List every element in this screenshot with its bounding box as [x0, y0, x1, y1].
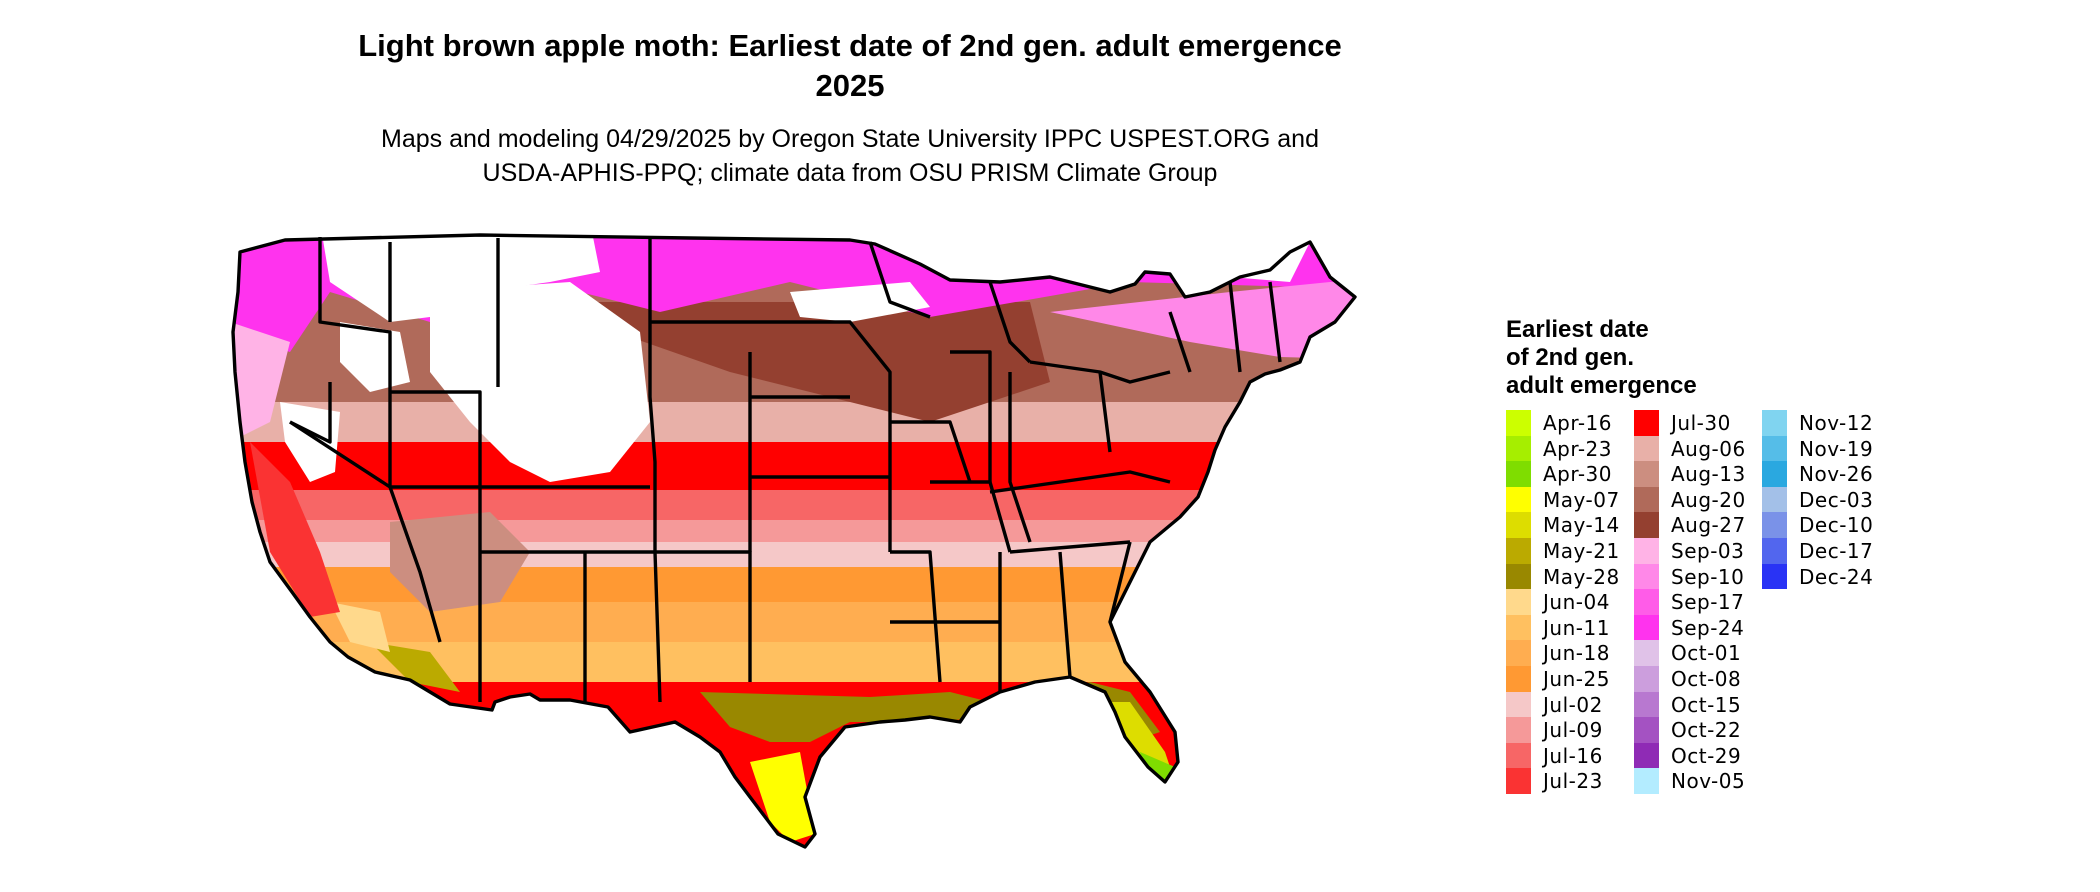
legend-label: May-21 [1543, 538, 1620, 563]
legend-label: Sep-10 [1671, 564, 1745, 589]
legend-swatch [1634, 768, 1659, 794]
legend-swatch [1634, 486, 1659, 513]
state-boundaries [231, 233, 1357, 849]
legend-swatch [1506, 563, 1531, 590]
legend-swatch [1506, 640, 1531, 666]
legend-label: Dec-24 [1799, 564, 1874, 589]
legend-swatch [1634, 717, 1659, 743]
legend-swatch [1634, 640, 1659, 666]
legend-swatch [1634, 614, 1659, 641]
map-subtitle-cont: USDA-APHIS-PPQ; climate data from OSU PR… [482, 159, 1218, 187]
legend-swatch [1634, 435, 1659, 462]
legend-swatch [1506, 768, 1531, 794]
zone-sep-03-west [233, 322, 290, 442]
legend-swatch [1634, 537, 1659, 564]
legend-label: Jul-23 [1543, 769, 1603, 794]
map-title-year: 2025 [815, 68, 885, 103]
legend-swatch [1634, 410, 1659, 436]
legend-swatch [1506, 512, 1531, 538]
zone-aug-06 [233, 402, 1355, 442]
legend-label: Apr-30 [1543, 462, 1612, 487]
legend-swatch [1762, 486, 1787, 513]
legend-label: Sep-03 [1671, 538, 1745, 563]
legend-swatch [1506, 410, 1531, 436]
legend-swatch [1506, 435, 1531, 462]
legend-label: Jun-18 [1543, 641, 1610, 666]
legend-swatch [1506, 691, 1531, 718]
legend-swatch [1634, 461, 1659, 487]
us-emergence-map [231, 233, 1357, 849]
zone-jun-18 [233, 602, 1355, 642]
legend-swatch [1634, 665, 1659, 692]
legend-label: Oct-15 [1671, 692, 1742, 717]
legend-swatch [1762, 410, 1787, 436]
legend-label: Dec-03 [1799, 487, 1874, 512]
legend-swatch [1762, 512, 1787, 538]
zone-none-idaho [340, 322, 410, 392]
legend-swatch [1506, 537, 1531, 564]
legend-label: Nov-05 [1671, 769, 1746, 794]
legend-label: May-28 [1543, 564, 1620, 589]
legend-label: Sep-24 [1671, 615, 1745, 640]
legend-swatch [1762, 563, 1787, 590]
legend-swatch [1506, 742, 1531, 769]
legend-label: Aug-13 [1671, 462, 1746, 487]
zone-none-nevada [280, 402, 340, 482]
legend-label: Nov-26 [1799, 462, 1874, 487]
legend-swatch [1506, 589, 1531, 615]
legend-label: Dec-10 [1799, 513, 1874, 538]
legend-label: May-07 [1543, 487, 1620, 512]
zone-jul-23-ca [250, 442, 340, 617]
legend-label: Apr-16 [1543, 411, 1612, 435]
legend-label: Jul-02 [1543, 692, 1603, 717]
zone-jun-04-sw [330, 602, 390, 652]
legend-label: Aug-06 [1671, 436, 1746, 461]
legend-label: Jun-25 [1543, 666, 1610, 691]
legend-label: Oct-22 [1671, 718, 1742, 743]
legend-label: Nov-12 [1799, 411, 1874, 435]
legend-label: Aug-27 [1671, 513, 1746, 538]
zone-may-21-sw [370, 642, 460, 692]
legend-label: Sep-17 [1671, 590, 1745, 615]
legend-swatch [1506, 665, 1531, 692]
map-title: Light brown apple moth: Earliest date of… [358, 28, 1342, 63]
legend-label: Dec-17 [1799, 538, 1874, 563]
zone-none-great-lakes [790, 282, 930, 322]
legend-label: Apr-23 [1543, 436, 1612, 461]
legend-title-end: adult emergence [1506, 372, 1697, 399]
zone-apr-30-fl [1140, 752, 1175, 784]
legend-swatch [1762, 537, 1787, 564]
zone-none-wyoming-colorado [430, 282, 650, 482]
legend-label: Oct-08 [1671, 666, 1742, 691]
legend-label: Aug-20 [1671, 487, 1746, 512]
legend-swatch [1634, 512, 1659, 538]
legend-swatch [1506, 614, 1531, 641]
legend-swatch [1506, 461, 1531, 487]
map-subtitle: Maps and modeling 04/29/2025 by Oregon S… [381, 125, 1319, 153]
legend-label: Nov-19 [1799, 436, 1874, 461]
legend-label: Oct-29 [1671, 743, 1742, 768]
legend-swatch [1634, 691, 1659, 718]
legend-swatch [1634, 589, 1659, 615]
zone-aug-27 [530, 302, 1050, 422]
legend-title-cont: of 2nd gen. [1506, 344, 1634, 371]
legend-label: Jun-04 [1543, 590, 1610, 615]
legend-label: Jul-16 [1543, 743, 1603, 768]
legend-label: Jul-09 [1543, 718, 1603, 743]
legend-swatch [1506, 717, 1531, 743]
legend-label: Jun-11 [1543, 615, 1610, 640]
legend-title: Earliest date [1506, 316, 1649, 343]
legend-swatch [1506, 486, 1531, 513]
legend-swatch [1762, 435, 1787, 462]
legend-label: Jul-30 [1671, 411, 1731, 435]
legend-swatch [1634, 563, 1659, 590]
zone-sep-10 [1050, 282, 1355, 362]
zone-jul-16 [233, 490, 1355, 520]
zone-may-07 [750, 752, 815, 842]
legend-swatch [1634, 742, 1659, 769]
legend-label: Oct-01 [1671, 641, 1742, 666]
legend-label: May-14 [1543, 513, 1620, 538]
legend-swatch [1762, 461, 1787, 487]
